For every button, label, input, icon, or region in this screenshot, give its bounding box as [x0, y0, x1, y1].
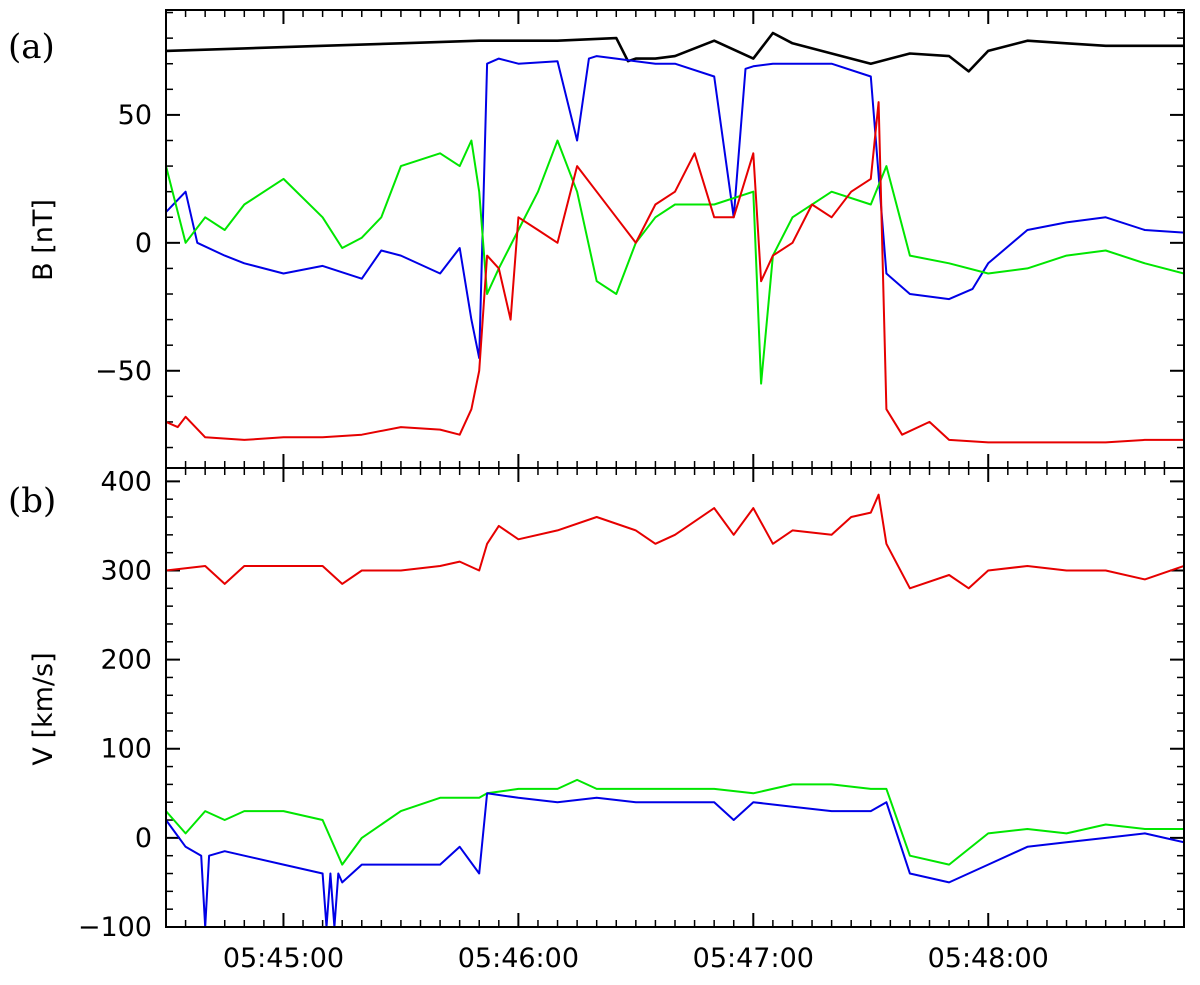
panel-a-series	[166, 31, 1184, 444]
panel-b-label: (b)	[8, 481, 56, 521]
y-tick-label: 300	[100, 555, 152, 586]
y-tick-label: 50	[118, 100, 152, 131]
y-tick-label: 200	[100, 645, 152, 676]
panel-b-y-ticks: −100 0 100 200 300 400	[78, 466, 1184, 943]
series-line-1	[166, 778, 1184, 866]
panel-a-x-ticks	[184, 10, 1166, 468]
series-line-1	[166, 55, 1184, 359]
x-tick-label: 05:45:00	[223, 943, 344, 974]
y-tick-label: −100	[78, 912, 152, 943]
panel-b-y-axis-label: V [km/s]	[28, 652, 59, 765]
series-line-3	[166, 101, 1184, 444]
panel-a-frame	[165, 9, 1185, 469]
panel-a-magnetic-field: (a) B [nT] −50 0 50	[8, 9, 1185, 469]
y-tick-label: 400	[100, 466, 152, 497]
y-tick-label: 100	[100, 734, 152, 765]
panel-b-series	[166, 493, 1184, 927]
y-tick-label: 0	[135, 228, 152, 259]
series-line-0	[166, 493, 1184, 590]
x-tick-label: 05:47:00	[693, 943, 814, 974]
y-tick-label: −50	[95, 356, 152, 387]
panel-a-y-ticks: −50 0 50	[95, 11, 1184, 449]
x-tick-label: 05:46:00	[458, 943, 579, 974]
panel-b-x-ticks: 05:45:00 05:46:00 05:47:00 05:48:00	[184, 468, 1166, 974]
x-tick-label: 05:48:00	[928, 943, 1049, 974]
series-line-2	[166, 139, 1184, 385]
series-line-2	[166, 792, 1184, 927]
panel-a-y-axis-label: B [nT]	[28, 199, 59, 281]
series-line-0	[166, 31, 1184, 73]
y-tick-label: 0	[135, 823, 152, 854]
panel-b-frame	[165, 467, 1185, 928]
panel-a-label: (a)	[8, 27, 55, 67]
